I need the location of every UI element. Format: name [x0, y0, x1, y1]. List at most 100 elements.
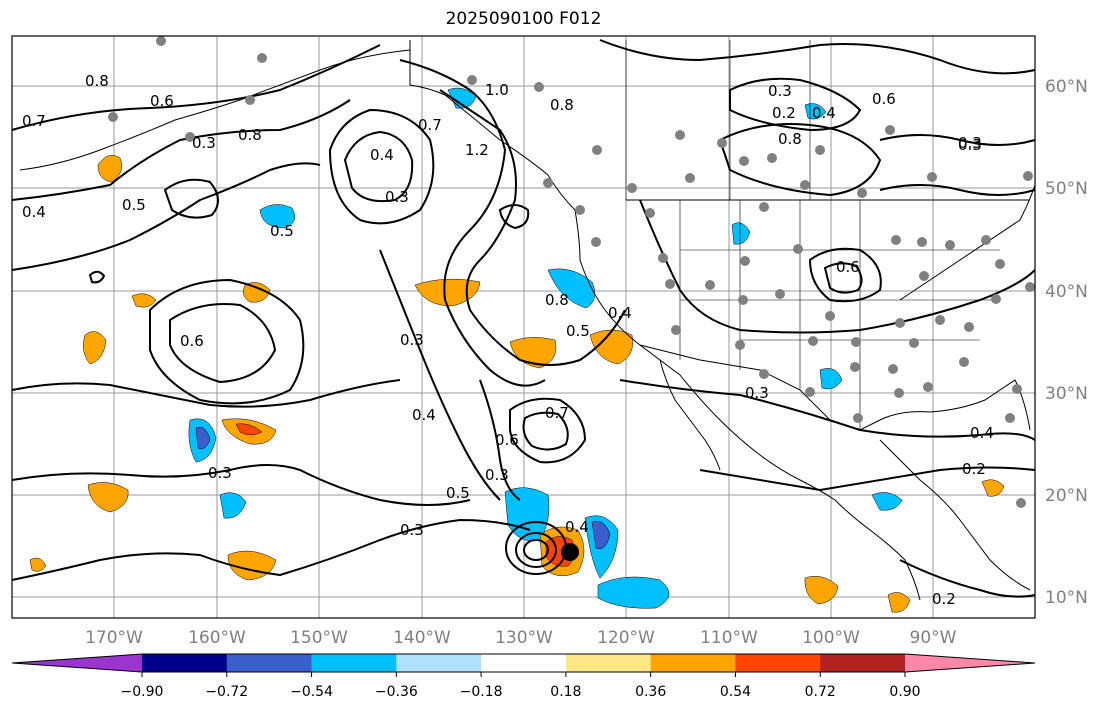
positive-patch — [243, 282, 271, 303]
colorbar-segment — [565, 654, 652, 672]
station-dot — [665, 279, 675, 289]
negative-patch — [819, 368, 843, 390]
contour-line — [639, 199, 1036, 334]
contour-line — [149, 278, 305, 405]
colorbar-segment — [481, 654, 567, 672]
contour-line — [729, 77, 862, 132]
station-markers — [108, 36, 1035, 508]
lat-label: 20°N — [1045, 486, 1088, 506]
lat-label: 50°N — [1045, 179, 1088, 199]
contour-label: 0.4 — [22, 203, 46, 221]
station-dot — [671, 325, 681, 335]
positive-patch — [131, 293, 157, 308]
station-dot — [927, 172, 937, 182]
lon-label: 120°W — [597, 628, 655, 648]
station-dot — [739, 156, 749, 166]
colorbar-tick-label: −0.72 — [205, 684, 248, 700]
lon-label: 140°W — [393, 628, 451, 648]
negative-patch — [591, 521, 611, 549]
station-dot — [627, 183, 637, 193]
contour-line — [808, 247, 882, 303]
colorbar-segment — [396, 654, 482, 672]
colorbar-tick-label: 0.72 — [805, 684, 836, 700]
station-dot — [591, 237, 601, 247]
latitude-labels: 60°N 50°N 40°N 30°N 20°N 10°N — [1045, 77, 1088, 608]
contour-label: 0.4 — [812, 104, 836, 122]
contour-label: 0.8 — [550, 96, 574, 114]
shaded-field — [29, 87, 1005, 613]
contour-label: 0.4 — [370, 146, 394, 164]
lat-label: 10°N — [1045, 588, 1088, 608]
contour-label: 0.4 — [608, 304, 632, 322]
lon-label: 100°W — [802, 628, 860, 648]
contour-label: 0.2 — [962, 460, 986, 478]
station-dot — [800, 180, 810, 190]
negative-patch — [731, 222, 751, 245]
map-frame — [11, 35, 1036, 619]
contour-line — [399, 59, 546, 387]
contour-label: 1.0 — [485, 81, 509, 99]
station-dot — [991, 294, 1001, 304]
colorbar-segment — [820, 654, 906, 672]
contour-label: 0.8 — [545, 291, 569, 309]
contour-label: 0.6 — [836, 258, 860, 276]
station-dot — [738, 295, 748, 305]
contour-label: 0.5 — [270, 222, 294, 240]
contour-label: 0.3 — [768, 82, 792, 100]
colorbar-tick-label: 0.36 — [635, 684, 666, 700]
contour-lines — [11, 39, 1036, 598]
station-dot — [917, 237, 927, 247]
colorbar-extend-min — [12, 654, 142, 672]
station-dot — [891, 235, 901, 245]
positive-patch — [981, 479, 1005, 497]
contour-label: 0.6 — [180, 332, 204, 350]
station-dot — [775, 289, 785, 299]
colorbar-tick-label: 0.54 — [720, 684, 751, 700]
cyclone-contour — [523, 539, 550, 561]
contour-line — [169, 303, 277, 384]
baja-coast — [659, 359, 721, 471]
negative-patch — [195, 427, 211, 450]
contour-label: 0.3 — [385, 188, 409, 206]
cyclone-center-marker — [561, 543, 579, 561]
contour-label: 0.3 — [958, 134, 982, 152]
colorbar-segment — [735, 654, 821, 672]
contour-line — [379, 249, 501, 501]
contour-line — [343, 130, 414, 203]
station-dot — [534, 82, 544, 92]
station-dot — [919, 271, 929, 281]
contour-line — [11, 44, 381, 131]
colorbar-segments — [11, 653, 1036, 677]
station-dot — [108, 112, 118, 122]
contour-line — [699, 466, 1036, 492]
station-dot — [767, 153, 777, 163]
contour-label: 0.7 — [418, 116, 442, 134]
station-dot — [658, 253, 668, 263]
contour-line — [88, 270, 106, 284]
contour-label: 0.6 — [872, 90, 896, 108]
station-dot — [808, 336, 818, 346]
colorbar: −0.90 −0.72 −0.54 −0.36 −0.18 0.18 0.36 0.54 0.7… — [11, 653, 1036, 700]
contour-line — [718, 123, 882, 197]
contour-line — [879, 134, 1036, 146]
contour-label: 0.4 — [565, 518, 589, 536]
negative-patch — [597, 576, 670, 609]
contour-label: 0.5 — [446, 484, 470, 502]
station-dot — [964, 322, 974, 332]
contour-label: 0.8 — [778, 130, 802, 148]
contour-line — [498, 204, 530, 230]
contour-label: 0.3 — [400, 331, 424, 349]
station-dot — [850, 362, 860, 372]
station-dot — [885, 125, 895, 135]
colorbar-extend-max — [905, 654, 1035, 672]
contour-label: 0.3 — [208, 464, 232, 482]
contour-label: 0.4 — [412, 406, 436, 424]
contour-label: 0.8 — [85, 72, 109, 90]
lat-label: 40°N — [1045, 282, 1088, 302]
station-dot — [815, 145, 825, 155]
central-america-coast — [879, 439, 1031, 591]
station-dot — [1016, 498, 1026, 508]
contour-label: 0.3 — [400, 521, 424, 539]
colorbar-tick-label: −0.18 — [460, 684, 503, 700]
negative-patch — [259, 204, 296, 229]
